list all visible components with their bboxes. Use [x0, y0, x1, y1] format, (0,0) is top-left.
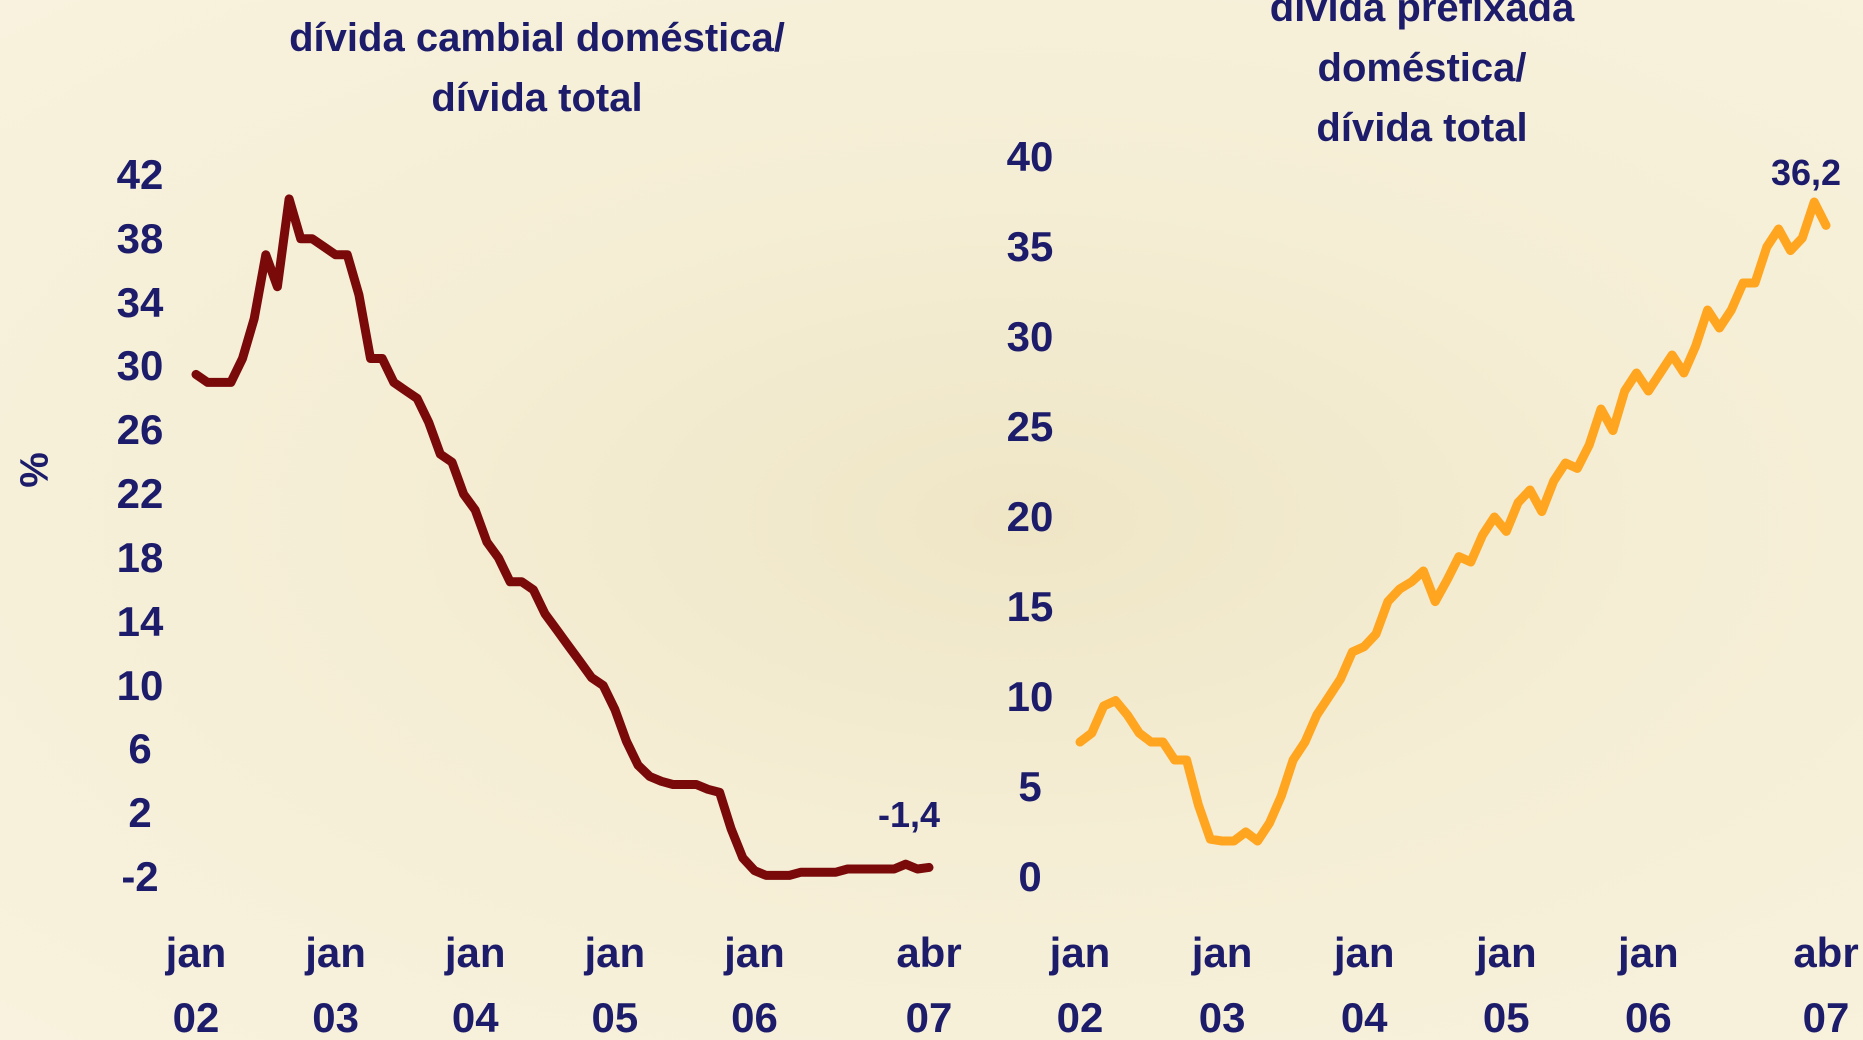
x-tick-label: jan 03 [1192, 920, 1253, 1040]
y-tick-label: 10 [1007, 670, 1054, 724]
y-tick-label: 34 [117, 276, 164, 330]
chart-title: dívida prefixada doméstica/ dívida total [1202, 0, 1643, 158]
chart-title: dívida cambial doméstica/ dívida total [289, 8, 785, 128]
x-tick-label: jan 02 [1050, 920, 1111, 1040]
y-tick-label: 30 [1007, 310, 1054, 364]
y-tick-label: 30 [117, 340, 164, 394]
y-tick-label: 0 [1018, 850, 1041, 904]
slide: -226101418222630343842jan 02jan 03jan 04… [0, 0, 1863, 1040]
x-tick-label: jan 04 [445, 920, 506, 1040]
y-tick-label: 6 [128, 722, 151, 776]
x-tick-label: abr 07 [896, 920, 961, 1040]
x-tick-label: jan 02 [166, 920, 227, 1040]
y-tick-label: 26 [117, 403, 164, 457]
y-tick-label: 2 [128, 786, 151, 840]
y-tick-label: 25 [1007, 400, 1054, 454]
x-tick-label: jan 05 [585, 920, 646, 1040]
y-tick-label: 20 [1007, 490, 1054, 544]
x-tick-label: jan 05 [1476, 920, 1537, 1040]
data-line [196, 199, 929, 876]
y-tick-label: 35 [1007, 220, 1054, 274]
x-tick-label: jan 04 [1334, 920, 1395, 1040]
value-label: 36,2 [1771, 150, 1841, 196]
y-tick-label: 42 [117, 148, 164, 202]
x-tick-label: abr 07 [1793, 920, 1858, 1040]
y-tick-label: 15 [1007, 580, 1054, 634]
data-line [1080, 202, 1826, 841]
y-tick-label: 40 [1007, 130, 1054, 184]
value-label: -1,4 [878, 792, 940, 838]
y-tick-label: 10 [117, 659, 164, 713]
y-tick-label: 5 [1018, 760, 1041, 814]
y-tick-label: 18 [117, 531, 164, 585]
y-tick-label: 38 [117, 212, 164, 266]
y-axis-label: % [9, 452, 60, 488]
y-tick-label: -2 [121, 850, 158, 904]
x-tick-label: jan 06 [724, 920, 785, 1040]
y-tick-label: 14 [117, 595, 164, 649]
x-tick-label: jan 06 [1618, 920, 1679, 1040]
y-tick-label: 22 [117, 467, 164, 521]
x-tick-label: jan 03 [305, 920, 366, 1040]
